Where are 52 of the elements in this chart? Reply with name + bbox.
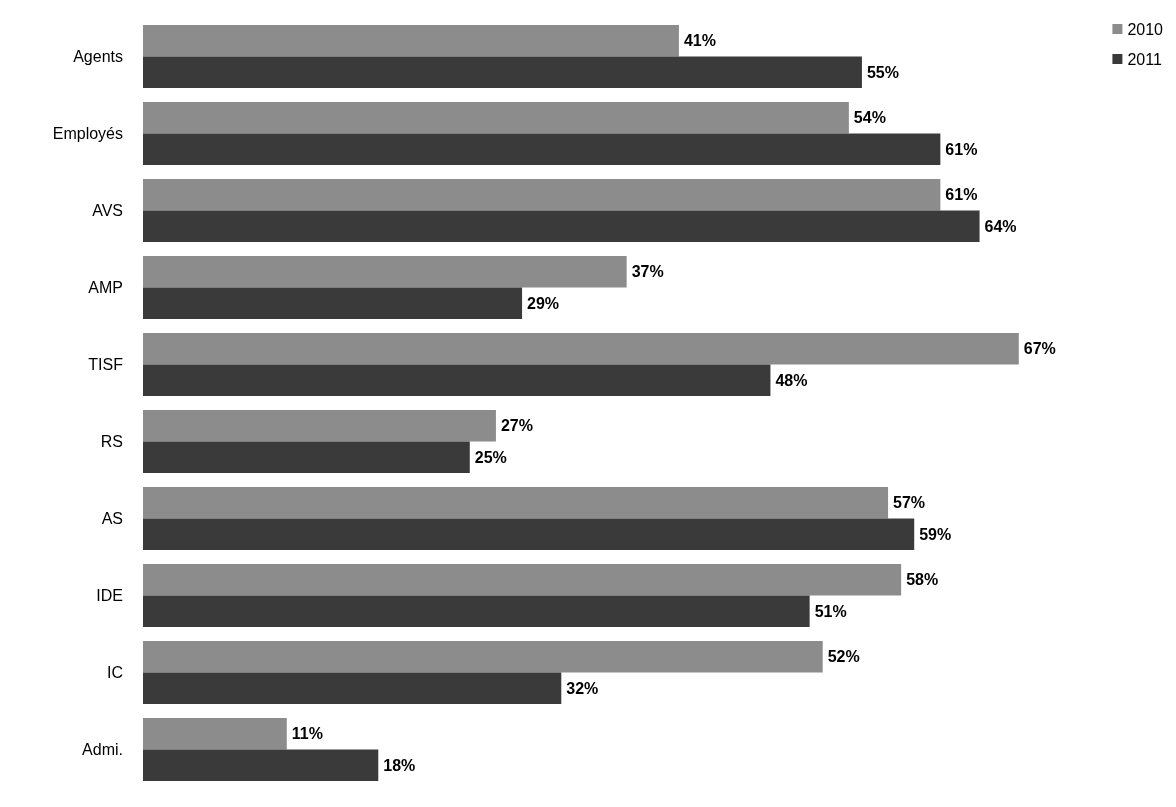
- bar: [143, 255, 627, 288]
- data-label: 61%: [945, 140, 978, 158]
- bar: [143, 364, 771, 397]
- bar: [143, 717, 287, 750]
- data-label: 18%: [383, 756, 416, 774]
- data-label: 59%: [919, 525, 952, 543]
- bar: [143, 332, 1019, 365]
- y-tick-label: RS: [100, 433, 123, 450]
- legend-label: 2010: [1127, 20, 1164, 38]
- data-label: 32%: [566, 679, 599, 697]
- bar: [143, 486, 889, 519]
- data-label: 57%: [893, 494, 926, 512]
- bar: [143, 287, 523, 320]
- data-label: 27%: [500, 417, 533, 435]
- bar: [143, 563, 902, 596]
- bar: [143, 24, 679, 57]
- data-label: 61%: [945, 186, 978, 204]
- y-tick-label: TISF: [88, 356, 124, 373]
- legend-label: 2011: [1127, 50, 1162, 68]
- data-label: 58%: [906, 571, 939, 589]
- bar: [143, 749, 379, 782]
- y-tick-label: Agents: [73, 48, 123, 65]
- y-tick-label: AVS: [92, 202, 123, 219]
- data-label: 55%: [866, 63, 899, 81]
- data-label: 37%: [631, 263, 664, 281]
- data-label: 67%: [1023, 340, 1056, 358]
- data-label: 51%: [814, 602, 847, 620]
- data-label: 64%: [984, 217, 1017, 235]
- bar: [143, 133, 941, 166]
- data-label: 52%: [827, 648, 860, 666]
- bar: [143, 56, 862, 89]
- bar: [143, 409, 496, 442]
- data-label: 41%: [683, 32, 716, 50]
- bar: [143, 101, 849, 134]
- data-label: 11%: [291, 725, 323, 743]
- data-label: 25%: [474, 448, 507, 466]
- bar: [143, 210, 980, 243]
- y-tick-label: AS: [101, 510, 123, 527]
- bar: [143, 595, 810, 628]
- bar: [143, 518, 915, 551]
- y-tick-label: IC: [107, 664, 123, 681]
- bar: [143, 178, 941, 211]
- y-tick-label: IDE: [96, 587, 123, 604]
- y-tick-label: Employés: [52, 125, 123, 142]
- data-label: 29%: [527, 294, 560, 312]
- data-label: 48%: [775, 371, 808, 389]
- y-tick-label: AMP: [88, 279, 123, 296]
- bar: [143, 672, 562, 705]
- bar: [143, 441, 470, 474]
- y-tick-label: Admi.: [82, 741, 123, 758]
- bar: [143, 640, 823, 673]
- data-label: 54%: [853, 109, 886, 127]
